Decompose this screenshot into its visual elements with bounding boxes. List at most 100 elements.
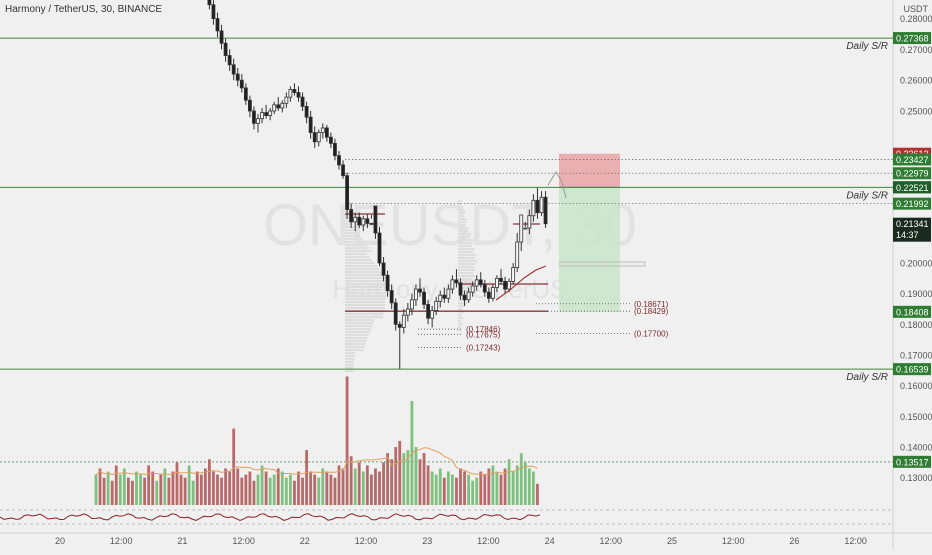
candle-body	[499, 277, 503, 282]
candle-body	[316, 132, 321, 143]
candle-body	[490, 287, 495, 299]
candle-body	[527, 215, 532, 229]
volume-profile-row	[458, 203, 461, 206]
candle-body	[324, 127, 329, 138]
volume-bar	[507, 459, 511, 505]
price-label-box	[893, 197, 931, 210]
candle-body	[264, 112, 269, 117]
price-label-box	[893, 153, 931, 166]
volume-profile-row	[458, 329, 461, 332]
volume-bar	[232, 428, 236, 505]
position-stop-zone	[559, 153, 620, 188]
candle-body	[381, 262, 386, 276]
candle-body	[393, 302, 398, 325]
chart-title: Harmony / TetherUS, 30, BINANCE	[5, 4, 162, 15]
volume-profile-row	[345, 262, 375, 265]
price-label-text: 0.13517	[896, 457, 929, 467]
volume-bar	[155, 480, 159, 505]
time-tick-label: 20	[55, 536, 65, 546]
volume-bar	[147, 465, 151, 505]
volume-bar	[118, 474, 122, 505]
candle-body	[365, 218, 370, 224]
volume-bar	[151, 471, 155, 505]
candle-body	[430, 310, 435, 319]
time-tick-label: 22	[300, 536, 310, 546]
volume-profile-row	[458, 248, 475, 251]
volume-profile-row	[345, 322, 374, 325]
volume-profile-row	[345, 220, 351, 223]
volume-bar	[203, 468, 207, 505]
volume-profile-row	[345, 223, 353, 226]
volume-profile-row	[345, 226, 355, 229]
volume-profile-row	[345, 232, 359, 235]
volume-profile-row	[458, 260, 477, 263]
position-target-zone	[559, 187, 620, 312]
volume-bar	[402, 453, 406, 505]
candle-body	[418, 288, 422, 293]
volume-bar	[499, 474, 503, 505]
volume-bar	[131, 480, 134, 505]
time-tick-label: 26	[789, 536, 799, 546]
volume-profile-row	[345, 283, 389, 286]
price-label-text: 0.16539	[896, 365, 929, 375]
price-label-text: 0.23427	[896, 155, 929, 165]
volume-bar	[451, 474, 454, 505]
candle-body	[252, 110, 256, 124]
price-label-box	[893, 363, 931, 376]
candle-body	[361, 218, 366, 226]
candle-body	[531, 199, 536, 217]
volume-bar	[503, 468, 507, 505]
volume-bar	[252, 480, 256, 505]
candle-body	[337, 155, 341, 166]
price-label-box	[893, 305, 931, 318]
candle-body	[426, 304, 431, 319]
volume-bar	[446, 471, 450, 505]
volume-bar	[495, 471, 499, 505]
volume-bar	[199, 474, 203, 505]
volume-profile-row	[458, 239, 474, 242]
volume-bar	[349, 456, 353, 505]
volume-bar	[418, 459, 422, 505]
candle-body	[300, 96, 305, 107]
volume-bar	[527, 468, 531, 505]
volume-bar	[374, 468, 377, 505]
candle-body	[470, 285, 475, 293]
price-tick-label: 0.18000	[900, 320, 932, 330]
volume-bar	[220, 477, 223, 505]
price-tick-label: 0.26000	[900, 76, 932, 86]
oscillator-pane	[0, 509, 893, 525]
candle-body	[320, 127, 325, 133]
candle-body	[377, 232, 382, 264]
price-label-text: 0.21992	[896, 199, 929, 209]
price-tick-label: 0.28000	[900, 14, 932, 24]
volume-bar	[139, 474, 142, 505]
volume-profile-row	[458, 209, 463, 212]
candle-body	[215, 18, 220, 32]
projection-box	[559, 261, 646, 267]
volume-profile-row	[345, 328, 372, 331]
volume-profile-row	[345, 367, 354, 370]
candle-body	[405, 308, 410, 316]
price-label-box	[893, 167, 931, 180]
projected-path	[547, 171, 567, 199]
time-tick-label: 12:00	[722, 536, 745, 546]
candle-body	[207, 0, 212, 6]
countdown-text: 14:37	[896, 230, 919, 240]
candle-body	[357, 216, 362, 226]
support-resistance-lines[interactable]: Daily S/R Daily S/R Daily S/R	[0, 37, 893, 463]
volume-profile-row	[458, 230, 469, 233]
annotation-text: (0.18429)	[634, 307, 669, 316]
price-label-box	[893, 181, 931, 194]
volume-bar	[459, 468, 462, 505]
price-label-text: 0.18408	[896, 307, 929, 317]
volume-bar	[378, 471, 381, 505]
candle-body	[211, 4, 216, 19]
volume-bar	[106, 471, 110, 505]
candle-body	[511, 267, 516, 282]
volume-bar	[321, 468, 325, 505]
volume-bar	[406, 450, 410, 505]
volume-profile-row	[345, 247, 370, 250]
candle-body	[243, 87, 248, 101]
price-ma-line	[495, 265, 547, 301]
